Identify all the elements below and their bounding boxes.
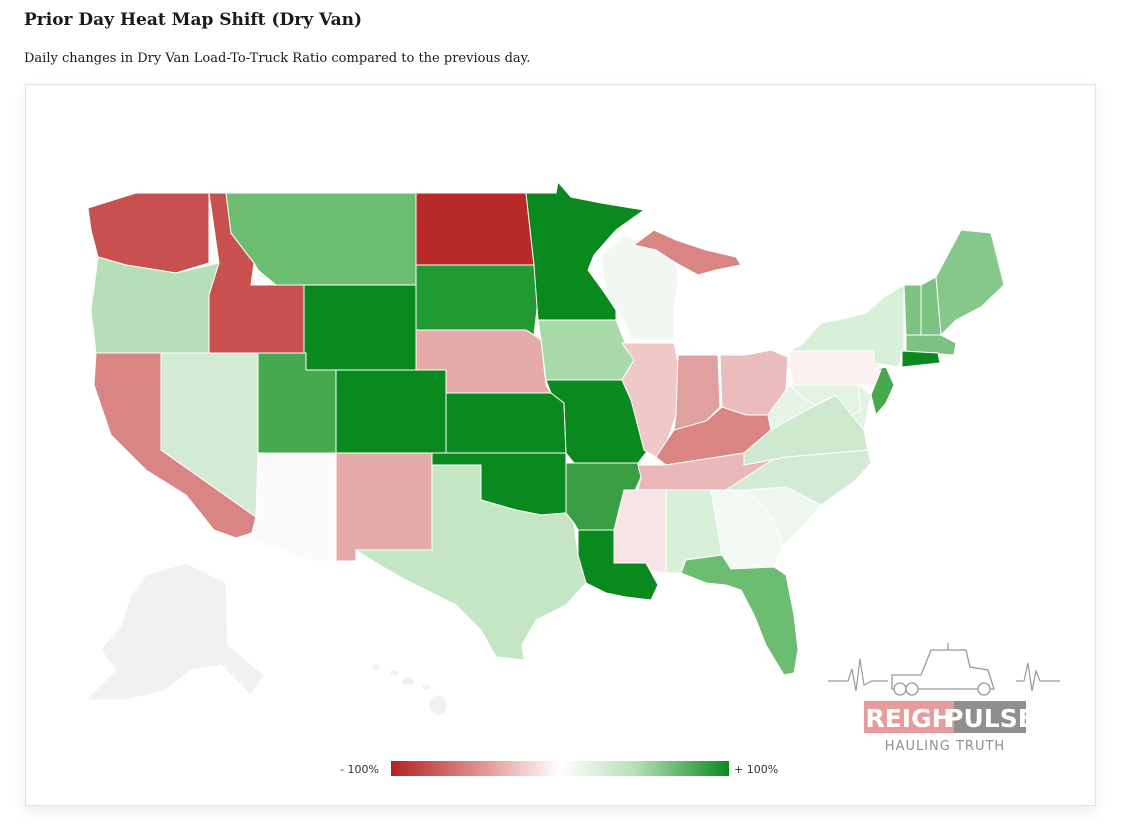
- freight-pulse-logo: FREIGHT PULSE HAULING TRUTH: [828, 643, 1060, 754]
- pulse-line-icon: [828, 658, 888, 692]
- color-legend: - 100% + 100%: [340, 761, 778, 776]
- logo-freight-bg: [864, 701, 954, 733]
- logo-tagline: HAULING TRUTH: [885, 739, 1005, 754]
- state-pa[interactable]: [789, 350, 882, 386]
- state-ct[interactable]: [901, 350, 941, 368]
- legend-min-label: - 100%: [340, 763, 379, 776]
- state-wy[interactable]: [303, 284, 417, 371]
- logo-word-pulse: PULSE: [945, 704, 1035, 733]
- logo-word-freight: FREIGHT: [848, 704, 969, 733]
- state-nj[interactable]: [870, 366, 895, 417]
- state-ny[interactable]: [789, 284, 905, 368]
- state-me[interactable]: [935, 229, 1005, 337]
- us-heat-map: - 100% + 100% FREIGHT PULSE HAULING TRUT…: [84, 180, 1060, 776]
- legend-gradient-bar: [391, 761, 729, 776]
- state-ak[interactable]: [84, 562, 265, 701]
- state-tx[interactable]: [354, 464, 587, 661]
- page-subtitle: Daily changes in Dry Van Load-To-Truck R…: [24, 51, 531, 66]
- state-az[interactable]: [242, 452, 337, 562]
- state-co[interactable]: [335, 369, 447, 454]
- state-ms[interactable]: [613, 489, 667, 574]
- state-ia[interactable]: [537, 319, 635, 381]
- state-mi[interactable]: [632, 229, 742, 276]
- logo-pulse-bg: [954, 701, 1026, 733]
- truck-icon: [891, 643, 995, 696]
- state-ks[interactable]: [445, 392, 567, 454]
- state-fl[interactable]: [680, 554, 799, 676]
- state-or[interactable]: [90, 256, 220, 354]
- pulse-line-icon-right: [1016, 662, 1060, 692]
- state-sd[interactable]: [415, 264, 539, 336]
- page-title: Prior Day Heat Map Shift (Dry Van): [24, 10, 363, 30]
- state-nd[interactable]: [415, 192, 535, 266]
- state-hi[interactable]: [371, 663, 448, 716]
- state-de[interactable]: [851, 383, 872, 432]
- state-vt[interactable]: [903, 284, 922, 336]
- legend-max-label: + 100%: [734, 763, 778, 776]
- map-panel: - 100% + 100% FREIGHT PULSE HAULING TRUT…: [25, 84, 1096, 806]
- state-nm[interactable]: [335, 452, 433, 562]
- state-mt[interactable]: [225, 192, 417, 286]
